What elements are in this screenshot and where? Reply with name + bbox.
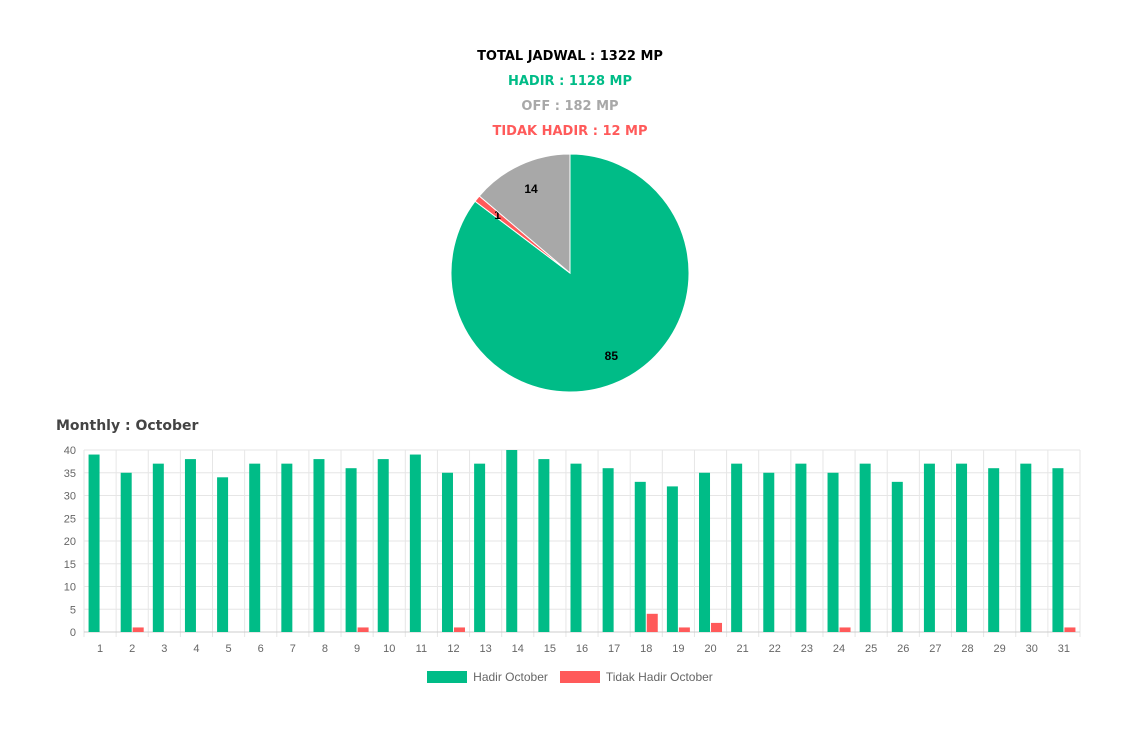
legend-item-hadir[interactable]: Hadir October <box>427 670 548 684</box>
bar-hadir[interactable] <box>377 459 389 632</box>
bar-hadir[interactable] <box>666 486 678 632</box>
bar-hadir[interactable] <box>249 463 261 632</box>
x-tick-label: 19 <box>672 643 684 655</box>
bar-hadir[interactable] <box>923 463 935 632</box>
y-tick-label: 15 <box>64 559 76 571</box>
bar-hadir[interactable] <box>88 454 100 632</box>
bar-hadir[interactable] <box>827 472 839 632</box>
pie-slice-label: 85 <box>605 349 619 363</box>
bar-hadir[interactable] <box>120 472 132 632</box>
x-tick-label: 1 <box>97 643 103 655</box>
bar-hadir[interactable] <box>441 472 453 632</box>
bar-tidak-hadir[interactable] <box>839 627 851 632</box>
bar-tidak-hadir[interactable] <box>711 622 723 632</box>
x-tick-label: 17 <box>608 643 620 655</box>
x-tick-label: 20 <box>704 643 716 655</box>
bar-hadir[interactable] <box>956 463 968 632</box>
y-tick-label: 25 <box>64 513 76 525</box>
x-tick-label: 30 <box>1026 643 1038 655</box>
x-tick-label: 26 <box>897 643 909 655</box>
y-tick-label: 35 <box>64 468 76 480</box>
chart-legend: Hadir October Tidak Hadir October <box>0 670 1140 684</box>
x-tick-label: 8 <box>322 643 328 655</box>
legend-item-tidak-hadir[interactable]: Tidak Hadir October <box>559 670 713 684</box>
off-text: OFF : 182 MP <box>521 99 619 114</box>
bar-hadir[interactable] <box>795 463 807 632</box>
x-tick-label: 2 <box>129 643 135 655</box>
x-tick-label: 24 <box>833 643 845 655</box>
x-tick-label: 4 <box>193 643 199 655</box>
bar-hadir[interactable] <box>313 459 325 632</box>
bar-hadir[interactable] <box>409 454 421 632</box>
x-tick-label: 9 <box>354 643 360 655</box>
y-tick-label: 0 <box>70 627 76 639</box>
bar-hadir[interactable] <box>988 468 1000 632</box>
x-tick-label: 15 <box>544 643 556 655</box>
y-tick-label: 30 <box>64 491 76 503</box>
bar-tidak-hadir[interactable] <box>132 627 144 632</box>
bar-hadir[interactable] <box>634 481 646 632</box>
y-tick-label: 5 <box>70 604 76 616</box>
x-tick-label: 29 <box>994 643 1006 655</box>
x-tick-label: 5 <box>226 643 232 655</box>
x-tick-label: 25 <box>865 643 877 655</box>
bar-hadir[interactable] <box>859 463 871 632</box>
bar-hadir[interactable] <box>184 459 196 632</box>
tidak-hadir-text: TIDAK HADIR : 12 MP <box>492 124 648 139</box>
x-tick-label: 31 <box>1058 643 1070 655</box>
y-tick-label: 10 <box>64 582 76 594</box>
legend-label-hadir: Hadir October <box>473 670 548 684</box>
legend-label-tidak-hadir: Tidak Hadir October <box>605 670 713 684</box>
x-tick-label: 7 <box>290 643 296 655</box>
bar-tidak-hadir[interactable] <box>1064 627 1076 632</box>
bar-hadir[interactable] <box>570 463 582 632</box>
bar-tidak-hadir[interactable] <box>357 627 369 632</box>
bar-hadir[interactable] <box>474 463 486 632</box>
pie-slice-label: 14 <box>524 182 538 196</box>
bar-tidak-hadir[interactable] <box>678 627 690 632</box>
x-tick-label: 22 <box>769 643 781 655</box>
x-tick-label: 12 <box>447 643 459 655</box>
x-tick-label: 28 <box>961 643 973 655</box>
bar-hadir[interactable] <box>891 481 903 632</box>
bar-hadir[interactable] <box>699 472 711 632</box>
x-tick-label: 21 <box>737 643 749 655</box>
summary-panel: TOTAL JADWAL : 1322 MP HADIR : 1128 MP O… <box>0 44 1140 144</box>
bar-hadir[interactable] <box>506 450 518 632</box>
x-tick-label: 23 <box>801 643 813 655</box>
pie-slice[interactable] <box>478 153 571 275</box>
x-tick-label: 10 <box>383 643 395 655</box>
bar-hadir[interactable] <box>281 463 293 632</box>
bar-hadir[interactable] <box>731 463 743 632</box>
bar-tidak-hadir[interactable] <box>453 627 465 632</box>
x-tick-label: 14 <box>512 643 524 655</box>
x-tick-label: 18 <box>640 643 652 655</box>
pie-slice-label: 1 <box>494 208 501 222</box>
bar-hadir[interactable] <box>152 463 164 632</box>
x-tick-label: 11 <box>416 643 427 655</box>
bar-hadir[interactable] <box>763 472 775 632</box>
bar-tidak-hadir[interactable] <box>646 613 658 632</box>
legend-swatch-hadir <box>427 671 468 683</box>
bar-hadir[interactable] <box>1052 468 1064 632</box>
bar-hadir[interactable] <box>217 477 229 632</box>
hadir-text: HADIR : 1128 MP <box>507 74 632 89</box>
monthly-title: Monthly : October <box>56 418 199 434</box>
attendance-pie-chart: 85 1 14 <box>450 153 690 393</box>
legend-swatch-tidak-hadir <box>559 671 600 683</box>
y-tick-label: 40 <box>64 445 76 457</box>
y-tick-label: 20 <box>64 536 76 548</box>
bar-hadir[interactable] <box>538 459 550 632</box>
x-tick-label: 16 <box>576 643 588 655</box>
total-jadwal-text: TOTAL JADWAL : 1322 MP <box>477 49 663 64</box>
bar-hadir[interactable] <box>345 468 357 632</box>
bar-hadir[interactable] <box>602 468 614 632</box>
bar-hadir[interactable] <box>1020 463 1032 632</box>
x-tick-label: 3 <box>161 643 167 655</box>
x-tick-label: 13 <box>479 643 491 655</box>
x-tick-label: 6 <box>258 643 264 655</box>
x-tick-label: 27 <box>929 643 941 655</box>
